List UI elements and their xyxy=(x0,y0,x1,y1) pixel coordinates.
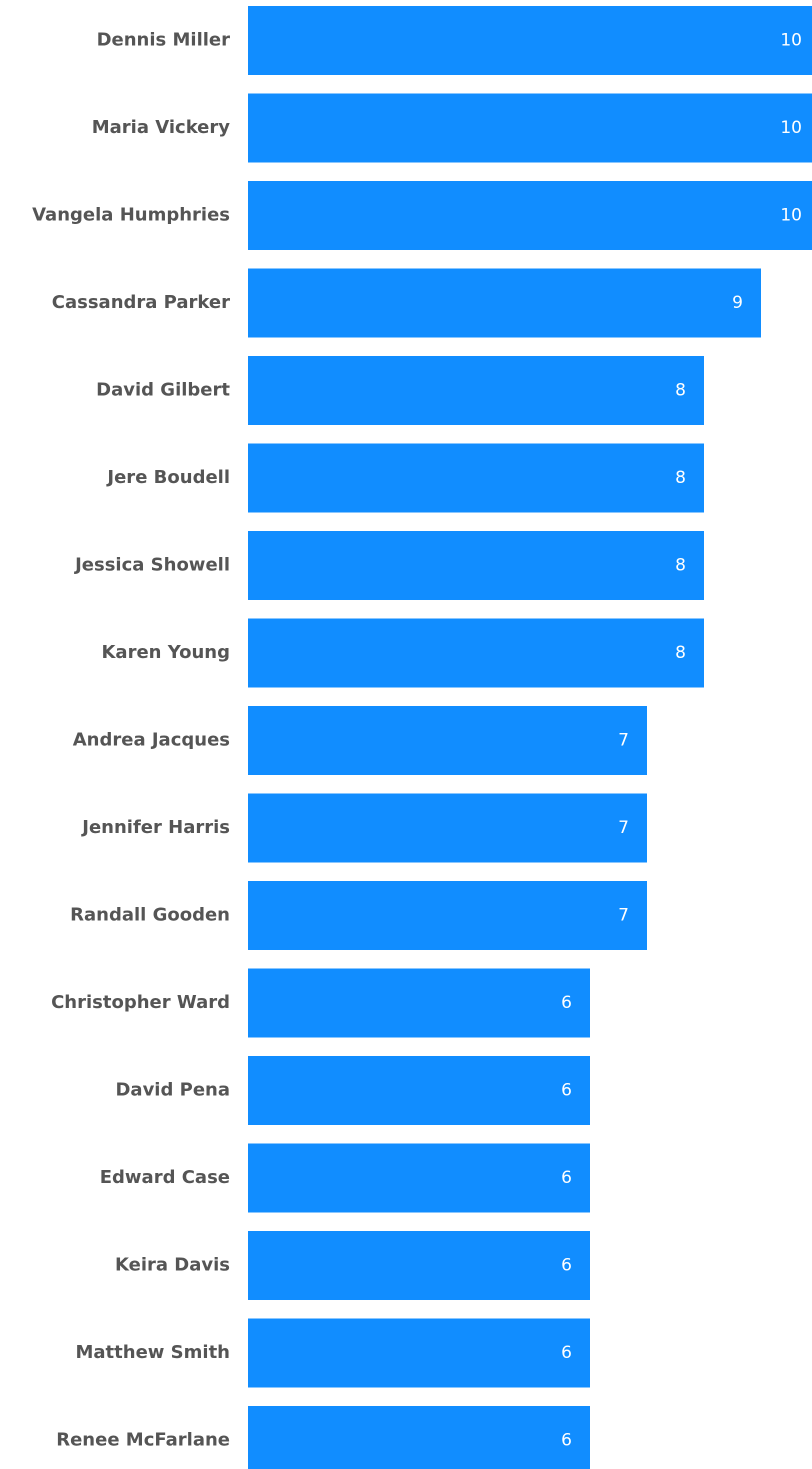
value-label: 6 xyxy=(561,1168,572,1188)
bar xyxy=(248,356,704,425)
category-label: Vangela Humphries xyxy=(32,205,230,226)
value-label: 7 xyxy=(618,906,629,926)
value-label: 6 xyxy=(561,1343,572,1363)
bar xyxy=(248,1056,590,1125)
value-label: 9 xyxy=(732,293,743,313)
value-label: 10 xyxy=(780,118,802,138)
category-label: Jennifer Harris xyxy=(80,817,230,838)
bar xyxy=(248,443,704,513)
bar xyxy=(248,531,704,600)
value-label: 8 xyxy=(675,556,686,576)
bar xyxy=(248,881,647,950)
value-label: 7 xyxy=(618,731,629,751)
bar xyxy=(248,1143,590,1213)
category-label: Renee McFarlane xyxy=(56,1430,230,1451)
category-label: Jessica Showell xyxy=(73,555,230,576)
category-label: David Pena xyxy=(115,1080,230,1101)
bar xyxy=(248,181,812,250)
category-label: Randall Gooden xyxy=(70,905,230,926)
category-label: Maria Vickery xyxy=(92,117,231,138)
bar xyxy=(248,793,647,863)
category-label: Dennis Miller xyxy=(97,30,231,51)
bar xyxy=(248,706,647,775)
bar xyxy=(248,268,761,338)
category-label: Edward Case xyxy=(100,1167,230,1188)
value-label: 8 xyxy=(675,381,686,401)
value-label: 6 xyxy=(561,993,572,1013)
category-label: Cassandra Parker xyxy=(52,292,230,313)
bar xyxy=(248,618,704,688)
value-label: 6 xyxy=(561,1431,572,1451)
value-label: 6 xyxy=(561,1081,572,1101)
value-label: 6 xyxy=(561,1256,572,1276)
category-label: Karen Young xyxy=(101,642,230,663)
category-label: Andrea Jacques xyxy=(73,730,230,751)
category-label: David Gilbert xyxy=(96,380,230,401)
bar xyxy=(248,6,812,75)
bar xyxy=(248,1406,590,1469)
category-label: Matthew Smith xyxy=(76,1342,231,1363)
value-label: 8 xyxy=(675,643,686,663)
value-label: 8 xyxy=(675,468,686,488)
bar xyxy=(248,93,812,163)
bar xyxy=(248,968,590,1038)
value-label: 10 xyxy=(780,31,802,51)
category-label: Jere Boudell xyxy=(105,467,230,488)
category-label: Keira Davis xyxy=(115,1255,230,1276)
bar xyxy=(248,1318,590,1388)
value-label: 7 xyxy=(618,818,629,838)
bar xyxy=(248,1231,590,1300)
category-label: Christopher Ward xyxy=(51,992,230,1013)
value-label: 10 xyxy=(780,206,802,226)
